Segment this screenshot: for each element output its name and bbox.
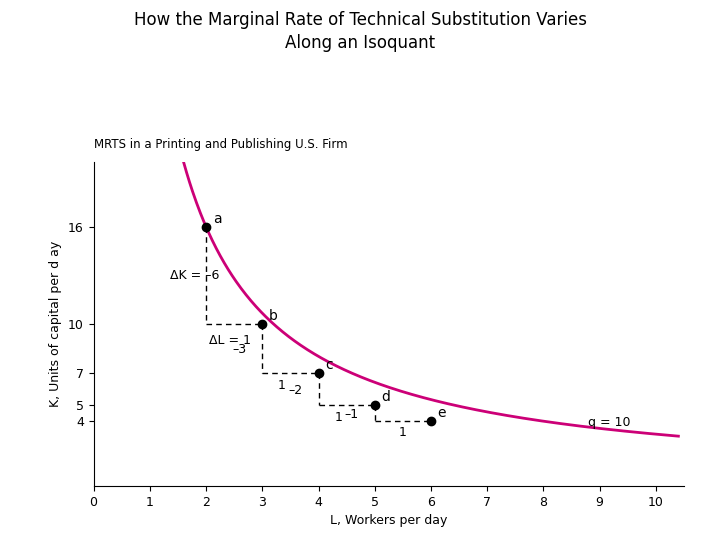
Text: 1: 1 [278, 379, 286, 392]
Text: c: c [325, 357, 333, 372]
Text: b: b [269, 309, 278, 323]
Text: 1: 1 [334, 411, 342, 424]
Text: d: d [382, 390, 390, 404]
Text: –2: –2 [289, 384, 303, 397]
Text: MRTS in a Printing and Publishing U.S. Firm: MRTS in a Printing and Publishing U.S. F… [94, 138, 347, 151]
Text: How the Marginal Rate of Technical Substitution Varies
Along an Isoquant: How the Marginal Rate of Technical Subst… [133, 11, 587, 52]
Text: ΔL = 1: ΔL = 1 [209, 334, 251, 347]
Text: 1: 1 [399, 426, 407, 439]
Text: a: a [213, 212, 222, 226]
Text: –3: –3 [233, 343, 246, 356]
X-axis label: L, Workers per day: L, Workers per day [330, 514, 448, 527]
Y-axis label: K, Units of capital per d ay: K, Units of capital per d ay [50, 241, 63, 407]
Text: q = 10: q = 10 [588, 416, 631, 429]
Text: e: e [438, 406, 446, 420]
Text: ΔK = –6: ΔK = –6 [169, 269, 219, 282]
Text: –1: –1 [345, 408, 359, 421]
